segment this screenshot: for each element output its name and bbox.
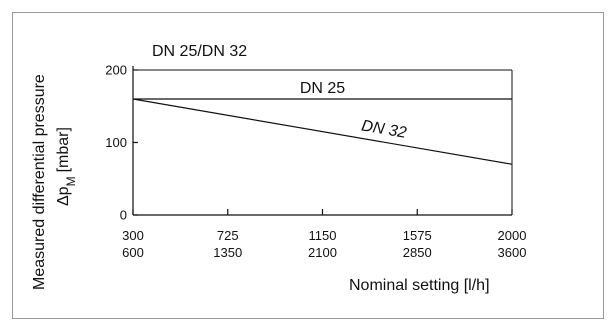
series-line-dn-32 [132,98,513,165]
x-tick-label-dn25: 725 [217,228,239,243]
y-tick-label: 200 [105,63,127,78]
series-label-dn25: DN 25 [300,80,345,97]
series-label-dn32: DN 32 [360,117,408,141]
x-tick-label-dn32: 2850 [403,245,432,260]
x-tick-label-dn25: 2000 [498,228,527,243]
x-axis-label: Nominal setting [l/h] [349,277,490,294]
series: DN 25 DN 32 [132,80,513,165]
frame [12,12,604,319]
x-tick-label-dn32: 600 [122,245,144,260]
x-axis-ticks: 300 600 725 1350 1150 2100 1575 2850 2000 3600 [122,209,526,260]
x-tick-label-dn25: 300 [122,228,144,243]
y-axis-label-line1: Measured differential pressure [31,74,48,290]
y-tick-label: 100 [105,135,127,150]
y-axis-label-line2: ΔpM[mbar] [55,127,78,206]
x-tick-label-dn25: 1575 [403,228,432,243]
y-axis-ticks: 0 100 200 [105,63,138,223]
x-tick-label-dn25: 1150 [309,228,337,243]
y-tick-label: 0 [120,208,127,223]
chart-subtitle: DN 25/DN 32 [152,43,247,60]
x-tick-label-dn32: 2100 [308,245,337,260]
x-tick-label-dn32: 3600 [498,245,527,260]
x-tick-label-dn32: 1350 [213,245,242,260]
